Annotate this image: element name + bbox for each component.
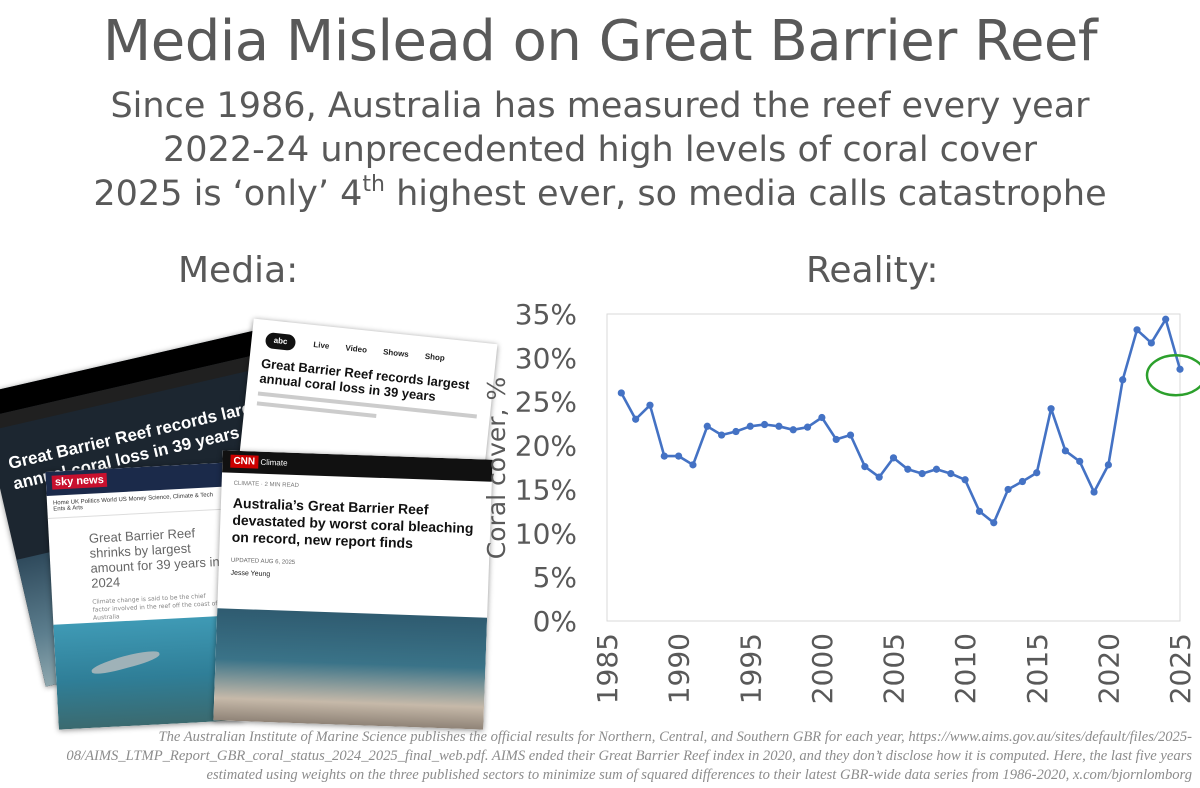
data-point bbox=[632, 415, 640, 423]
data-point bbox=[861, 463, 869, 471]
data-point bbox=[1090, 488, 1098, 496]
reality-label: Reality: bbox=[806, 250, 939, 291]
main-title: Media Mislead on Great Barrier Reef bbox=[102, 9, 1098, 74]
subtitle-line-3: 2025 is ‘only’ 4th highest ever, so medi… bbox=[0, 172, 1200, 216]
x-tick-label: 1995 bbox=[734, 633, 767, 704]
y-tick-label: 25% bbox=[515, 386, 577, 419]
y-axis-label: Coral cover, % bbox=[482, 377, 511, 559]
plot-frame bbox=[606, 313, 1181, 622]
data-point bbox=[1076, 457, 1084, 465]
subtitle-line-3-start: 2025 is ‘only’ 4 bbox=[93, 174, 363, 214]
data-point bbox=[1047, 405, 1055, 413]
data-point bbox=[1162, 315, 1170, 323]
data-point bbox=[646, 401, 654, 409]
y-tick-label: 30% bbox=[515, 342, 577, 375]
x-tick-label: 2020 bbox=[1092, 633, 1125, 704]
y-tick-label: 35% bbox=[515, 298, 577, 331]
data-point bbox=[947, 470, 955, 478]
source-footnote: The Australian Institute of Marine Scien… bbox=[66, 729, 1192, 783]
data-point bbox=[675, 452, 683, 460]
data-point bbox=[718, 431, 726, 439]
x-tick-label: 2005 bbox=[878, 633, 911, 704]
chart-marks bbox=[617, 315, 1200, 527]
data-point bbox=[975, 507, 984, 515]
data-point bbox=[1061, 447, 1069, 455]
data-point bbox=[789, 426, 797, 434]
data-point bbox=[1119, 376, 1127, 384]
data-point bbox=[1104, 461, 1112, 469]
data-point bbox=[904, 465, 912, 473]
x-tick-label: 2000 bbox=[806, 633, 839, 704]
data-point bbox=[803, 423, 812, 431]
data-point bbox=[990, 519, 998, 527]
x-tick-label: 2010 bbox=[949, 633, 982, 704]
data-point bbox=[732, 427, 740, 436]
data-point bbox=[889, 454, 898, 462]
chart-axes: 0% 5% 10% 15% 20% 25% 30% 35% 1985 1990 1995 2000 20… bbox=[515, 298, 1197, 704]
data-point bbox=[875, 473, 883, 481]
data-point bbox=[775, 422, 783, 430]
data-point bbox=[1176, 365, 1184, 373]
data-point bbox=[832, 435, 840, 444]
y-tick-label: 10% bbox=[515, 517, 577, 550]
data-point bbox=[918, 470, 926, 478]
x-tick-label: 2025 bbox=[1164, 633, 1197, 704]
x-tick-label: 1985 bbox=[591, 633, 624, 704]
highlight-circle bbox=[1145, 354, 1200, 397]
coral-cover-line bbox=[620, 317, 1182, 525]
y-tick-label: 15% bbox=[515, 473, 577, 506]
data-point bbox=[1033, 469, 1041, 477]
data-point bbox=[1004, 485, 1012, 494]
data-point bbox=[703, 422, 711, 430]
y-tick-label: 0% bbox=[533, 605, 577, 638]
data-point bbox=[760, 420, 769, 429]
data-point bbox=[818, 413, 826, 422]
data-point bbox=[1147, 339, 1155, 347]
data-point bbox=[660, 452, 668, 460]
data-point bbox=[1133, 326, 1141, 334]
data-point bbox=[1018, 477, 1027, 486]
y-tick-label: 20% bbox=[515, 430, 577, 463]
subtitle-line-2: 2022-24 unprecedented high levels of cor… bbox=[163, 130, 1037, 170]
data-point bbox=[746, 422, 754, 430]
data-point bbox=[932, 465, 941, 473]
data-point bbox=[617, 389, 625, 397]
data-point bbox=[689, 461, 697, 469]
x-tick-label: 2015 bbox=[1021, 633, 1054, 704]
media-label: Media: bbox=[178, 250, 299, 291]
x-tick-label: 1990 bbox=[663, 633, 696, 704]
data-point bbox=[846, 431, 855, 439]
subtitle-line-3-end: highest ever, so media calls catastrophe bbox=[384, 174, 1107, 214]
y-tick-label: 5% bbox=[533, 561, 577, 594]
subtitle-line-1: Since 1986, Australia has measured the r… bbox=[110, 86, 1090, 126]
ordinal-suffix: th bbox=[362, 172, 385, 197]
data-point bbox=[961, 476, 969, 484]
